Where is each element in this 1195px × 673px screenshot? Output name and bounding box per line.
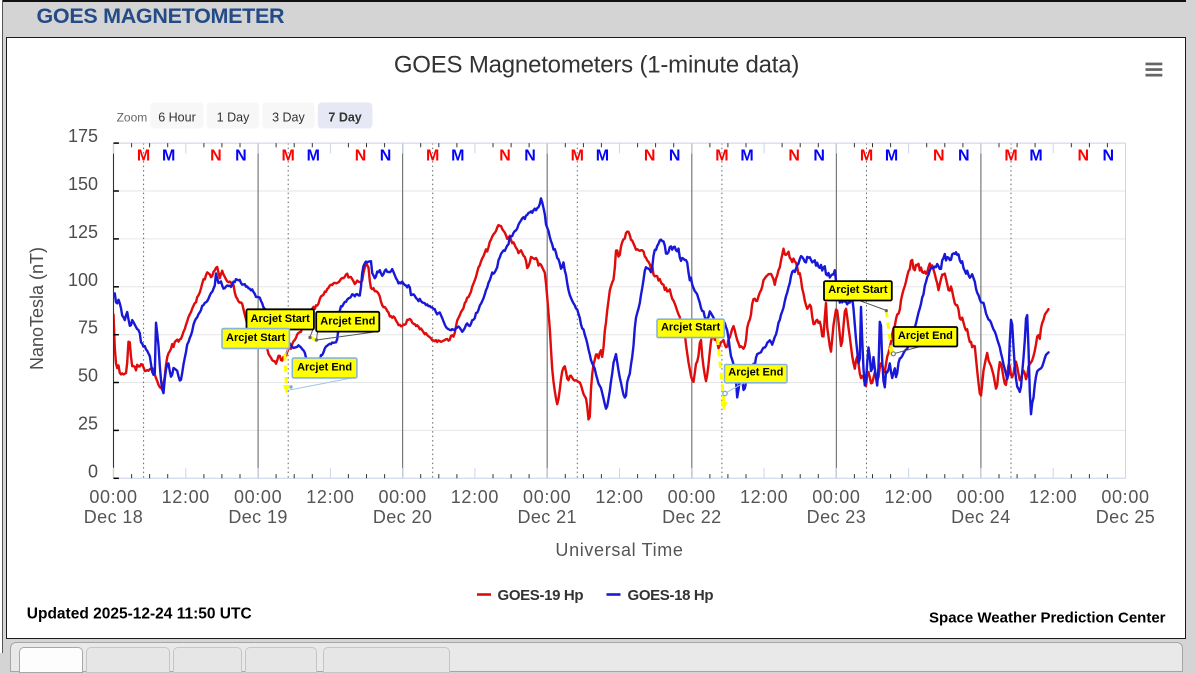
svg-text:M: M (740, 148, 753, 165)
svg-text:N: N (669, 148, 681, 165)
svg-text:150: 150 (68, 174, 98, 194)
svg-text:00:00: 00:00 (668, 487, 716, 507)
svg-text:M: M (282, 148, 295, 165)
svg-text:6 Hour: 6 Hour (158, 111, 196, 125)
svg-text:100: 100 (68, 270, 98, 290)
svg-text:N: N (524, 148, 536, 165)
svg-text:125: 125 (68, 222, 98, 242)
svg-text:00:00: 00:00 (523, 487, 571, 507)
svg-text:Dec 20: Dec 20 (373, 507, 432, 527)
svg-text:Arcjet Start: Arcjet Start (828, 284, 888, 296)
svg-text:M: M (162, 148, 175, 165)
svg-text:Zoom: Zoom (117, 111, 148, 125)
svg-text:00:00: 00:00 (812, 487, 860, 507)
svg-text:12:00: 12:00 (740, 487, 788, 507)
svg-text:75: 75 (78, 318, 98, 338)
svg-text:Dec 25: Dec 25 (1096, 507, 1155, 527)
svg-text:Arcjet End: Arcjet End (297, 362, 352, 374)
svg-text:Arcjet End: Arcjet End (898, 330, 953, 342)
svg-text:M: M (860, 148, 873, 165)
svg-text:N: N (644, 148, 656, 165)
svg-text:GOES Magnetometers (1-minute d: GOES Magnetometers (1-minute data) (394, 52, 799, 79)
svg-text:M: M (571, 148, 584, 165)
svg-text:Dec 19: Dec 19 (228, 507, 287, 527)
svg-text:N: N (1103, 148, 1115, 165)
svg-text:00:00: 00:00 (89, 487, 137, 507)
svg-text:M: M (715, 148, 728, 165)
svg-text:00:00: 00:00 (957, 487, 1005, 507)
svg-text:25: 25 (78, 413, 98, 433)
svg-text:Arcjet Start: Arcjet Start (661, 321, 721, 333)
svg-text:Arcjet End: Arcjet End (728, 367, 783, 379)
svg-text:Dec 18: Dec 18 (84, 507, 143, 527)
svg-text:12:00: 12:00 (162, 487, 210, 507)
svg-text:Dec 24: Dec 24 (951, 507, 1010, 527)
svg-text:M: M (137, 148, 150, 165)
svg-text:50: 50 (78, 366, 98, 386)
svg-text:00:00: 00:00 (234, 487, 282, 507)
svg-text:Universal Time: Universal Time (555, 540, 683, 560)
svg-text:Arcjet End: Arcjet End (320, 315, 375, 327)
svg-text:N: N (958, 148, 970, 165)
svg-text:N: N (1078, 148, 1090, 165)
svg-text:M: M (596, 148, 609, 165)
svg-text:N: N (813, 148, 825, 165)
svg-text:N: N (499, 148, 511, 165)
svg-text:N: N (210, 148, 222, 165)
svg-text:Arcjet Start: Arcjet Start (251, 313, 311, 325)
svg-text:NanoTesla (nT): NanoTesla (nT) (27, 247, 47, 370)
svg-text:N: N (380, 148, 392, 165)
svg-text:7 Day: 7 Day (328, 111, 361, 125)
svg-text:M: M (885, 148, 898, 165)
svg-text:3 Day: 3 Day (272, 111, 305, 125)
svg-text:Space Weather Prediction Cente: Space Weather Prediction Center (929, 610, 1166, 627)
svg-text:12:00: 12:00 (306, 487, 354, 507)
svg-text:12:00: 12:00 (884, 487, 932, 507)
svg-text:N: N (235, 148, 247, 165)
svg-text:12:00: 12:00 (451, 487, 499, 507)
svg-text:175: 175 (68, 126, 98, 146)
svg-text:GOES-18 Hp: GOES-18 Hp (628, 587, 714, 604)
svg-text:N: N (355, 148, 367, 165)
svg-text:Dec 23: Dec 23 (807, 507, 866, 527)
svg-text:1 Day: 1 Day (217, 111, 250, 125)
svg-text:N: N (788, 148, 800, 165)
svg-text:Arcjet Start: Arcjet Start (226, 332, 286, 344)
svg-text:0: 0 (88, 461, 98, 481)
svg-text:M: M (1004, 148, 1017, 165)
svg-text:00:00: 00:00 (1101, 487, 1149, 507)
svg-text:M: M (426, 148, 439, 165)
svg-text:12:00: 12:00 (1029, 487, 1077, 507)
svg-text:M: M (451, 148, 464, 165)
svg-text:Dec 22: Dec 22 (662, 507, 721, 527)
svg-text:00:00: 00:00 (378, 487, 426, 507)
svg-text:Updated 2025-12-24 11:50 UTC: Updated 2025-12-24 11:50 UTC (27, 606, 252, 623)
svg-text:Dec 21: Dec 21 (517, 507, 576, 527)
svg-text:GOES-19 Hp: GOES-19 Hp (498, 587, 584, 604)
svg-text:M: M (307, 148, 320, 165)
svg-text:12:00: 12:00 (595, 487, 643, 507)
svg-text:N: N (933, 148, 945, 165)
svg-text:M: M (1029, 148, 1042, 165)
